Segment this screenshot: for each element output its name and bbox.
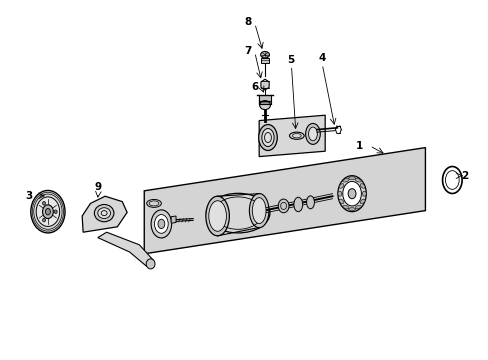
Text: 6: 6 [251,82,258,93]
Ellipse shape [158,219,164,229]
Ellipse shape [305,123,320,144]
Ellipse shape [94,204,114,222]
Ellipse shape [262,129,273,147]
Ellipse shape [42,202,45,205]
Ellipse shape [338,184,343,188]
Ellipse shape [360,184,365,188]
Polygon shape [171,216,176,223]
Ellipse shape [306,196,314,209]
Ellipse shape [342,181,361,206]
Text: 1: 1 [355,141,362,151]
Ellipse shape [206,193,269,233]
Ellipse shape [348,208,355,211]
Ellipse shape [354,179,361,182]
Text: 2: 2 [460,171,467,181]
Polygon shape [261,79,268,90]
Ellipse shape [146,199,161,207]
Ellipse shape [36,197,60,226]
Ellipse shape [146,259,155,269]
Ellipse shape [293,197,302,212]
Ellipse shape [42,218,45,222]
Ellipse shape [42,205,53,219]
Ellipse shape [337,176,366,212]
Text: 7: 7 [244,46,252,56]
Ellipse shape [348,177,355,180]
Ellipse shape [258,125,277,150]
Ellipse shape [249,194,268,228]
Ellipse shape [151,210,171,238]
Text: 4: 4 [317,53,325,63]
Text: 9: 9 [94,182,101,192]
Ellipse shape [259,101,270,110]
Ellipse shape [154,215,168,233]
Text: 8: 8 [244,17,251,27]
Ellipse shape [360,199,365,204]
Text: 3: 3 [26,191,33,201]
Polygon shape [261,58,268,63]
Ellipse shape [45,208,50,215]
Ellipse shape [54,210,57,213]
Ellipse shape [208,201,226,231]
Ellipse shape [342,205,348,209]
Polygon shape [98,232,154,266]
Ellipse shape [354,205,361,209]
Ellipse shape [362,191,366,196]
Ellipse shape [31,190,65,233]
Ellipse shape [308,127,317,141]
Ellipse shape [98,208,110,219]
Polygon shape [259,115,325,157]
Ellipse shape [260,51,269,58]
Ellipse shape [347,189,355,199]
Ellipse shape [342,179,348,182]
Ellipse shape [205,196,229,236]
Ellipse shape [252,198,265,224]
Ellipse shape [337,191,341,196]
Polygon shape [144,148,425,254]
Text: 5: 5 [287,55,294,65]
Ellipse shape [278,199,288,213]
Polygon shape [82,196,127,232]
Ellipse shape [338,199,343,204]
